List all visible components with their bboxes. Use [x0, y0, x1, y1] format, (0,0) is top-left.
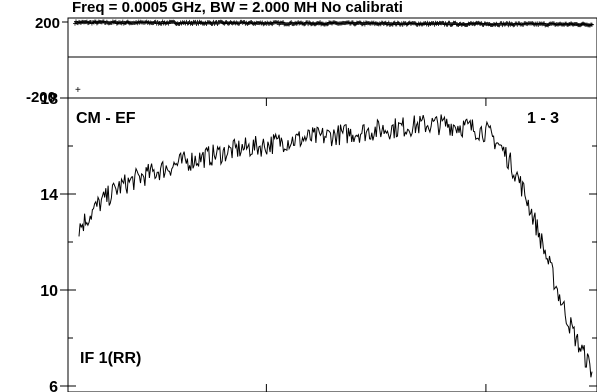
phase-point: [73, 21, 77, 26]
amplitude-tick-label: 18: [40, 91, 58, 108]
amplitude-tick-labels: 6 10 14 18: [40, 91, 58, 392]
phase-point: [269, 21, 274, 26]
phase-point: [83, 20, 88, 25]
amplitude-tick-label: 14: [40, 187, 58, 204]
phase-points: [73, 19, 594, 28]
phase-point: [96, 19, 101, 24]
phase-point: [582, 22, 587, 27]
correlation-label: 1 - 3: [527, 110, 559, 127]
phase-point: [558, 21, 563, 26]
plot-title: Freq = 0.0005 GHz, BW = 2.000 MH No cali…: [72, 0, 403, 16]
phase-tick-label-bottom: -200: [26, 89, 56, 106]
phase-point: [525, 22, 530, 27]
phase-point: [506, 23, 511, 28]
amplitude-tick-label: 10: [40, 283, 58, 300]
x-ticks: [265, 98, 487, 392]
phase-point: [148, 20, 153, 25]
phase-point: [215, 22, 220, 27]
phase-point: [181, 20, 186, 25]
amplitude-panel-frame: [67, 97, 597, 392]
phase-point: [422, 21, 427, 26]
amplitude-series-line: [78, 114, 593, 378]
phase-point: [449, 22, 454, 27]
polarization-label: IF 1(RR): [80, 350, 141, 367]
phase-stray-point: +: [75, 85, 81, 96]
phase-point: [314, 21, 319, 26]
phase-point: [386, 20, 391, 25]
phase-point: [585, 22, 590, 27]
phase-point: [425, 20, 430, 25]
phase-point: [281, 20, 286, 25]
phase-point: [561, 22, 566, 27]
phase-point: [301, 21, 306, 26]
amplitude-tick-label: 6: [49, 379, 58, 392]
phase-panel-frame: [67, 17, 597, 99]
baseline-label: CM - EF: [76, 110, 136, 127]
phase-point: [377, 21, 382, 26]
phase-point: [375, 21, 380, 26]
phase-point: [99, 20, 104, 25]
phase-point: [276, 20, 281, 25]
phase-point: [447, 20, 452, 25]
amplitude-ticks: [60, 97, 597, 387]
phase-point: [77, 20, 82, 25]
phase-point: [590, 22, 594, 27]
phase-tick-label-top: 200: [35, 15, 60, 32]
